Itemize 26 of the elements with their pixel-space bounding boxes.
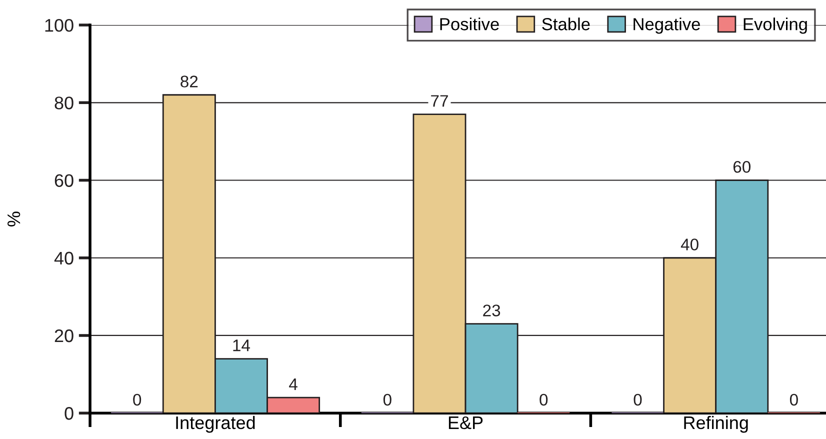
data-label: 40	[680, 238, 698, 250]
data-label: 60	[733, 160, 751, 173]
y-tick-label: 60	[54, 174, 74, 187]
y-tick-label: 40	[54, 252, 74, 265]
data-label: 0	[634, 394, 642, 406]
legend-label: Positive	[440, 18, 499, 30]
data-label: 0	[133, 394, 142, 406]
legend-label: Stable	[542, 18, 590, 30]
y-tick-label: 0	[64, 407, 74, 420]
data-label: 14	[233, 340, 250, 352]
y-tick-label: 20	[54, 329, 74, 342]
y-tick-label: 80	[54, 96, 74, 110]
x-tick-label: Refining	[684, 416, 748, 433]
data-label: 82	[180, 76, 198, 88]
legend-label: Evolving	[744, 18, 807, 34]
y-axis-title: %	[8, 212, 20, 226]
x-tick-label: E&P	[448, 416, 483, 430]
y-tick-label: 100	[45, 18, 74, 32]
x-tick-label: Integrated	[176, 416, 255, 433]
data-label: 0	[790, 394, 798, 406]
legend-label: Negative	[634, 18, 700, 34]
data-label: 0	[540, 394, 548, 406]
data-label: 23	[483, 304, 500, 316]
data-label: 4	[289, 378, 298, 390]
data-label: 0	[383, 394, 392, 406]
data-label: 77	[431, 95, 448, 107]
